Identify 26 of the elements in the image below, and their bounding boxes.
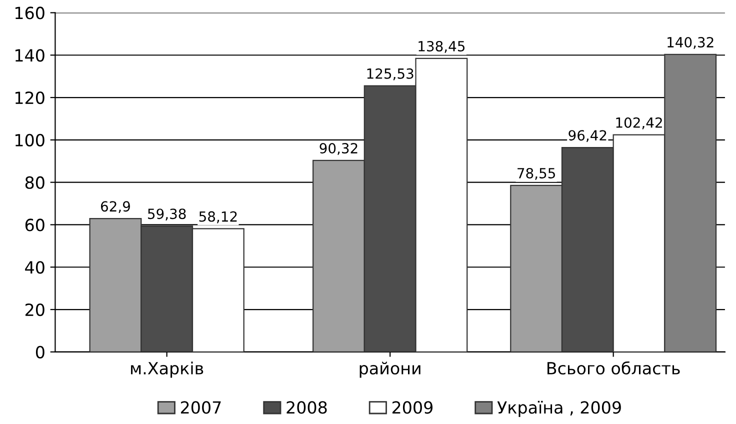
data-label: 96,42 — [568, 130, 606, 142]
data-label: 140,32 — [668, 37, 714, 49]
data-label: 102,42 — [616, 117, 662, 130]
legend-label: 2009 — [392, 401, 432, 414]
x-tick-label: Всього область — [548, 361, 680, 375]
y-tick-label: 160 — [15, 6, 44, 20]
y-tick-label: 20 — [25, 303, 44, 316]
data-label: 90,32 — [320, 143, 358, 155]
y-tick-label: 120 — [15, 91, 44, 104]
data-label: 78,55 — [518, 168, 555, 180]
data-label: 59,38 — [148, 208, 186, 221]
y-tick-label: 140 — [15, 49, 44, 62]
y-tick-label: 0 — [36, 346, 44, 358]
data-label: 138,45 — [418, 40, 465, 53]
data-label: 62,9 — [100, 201, 130, 214]
y-tick-label: 40 — [25, 261, 44, 274]
data-label: 125,53 — [367, 68, 414, 80]
x-tick-label: м.Харків — [131, 362, 204, 378]
x-tick-label: райони — [360, 362, 420, 378]
legend-label: 2008 — [286, 401, 327, 414]
legend-label: 2007 — [180, 401, 221, 414]
legend-label: Україна , 2009 — [497, 400, 621, 417]
y-tick-label: 80 — [25, 176, 44, 189]
y-tick-label: 100 — [15, 134, 44, 146]
y-tick-label: 60 — [25, 218, 44, 232]
data-label: 58,12 — [199, 211, 237, 224]
